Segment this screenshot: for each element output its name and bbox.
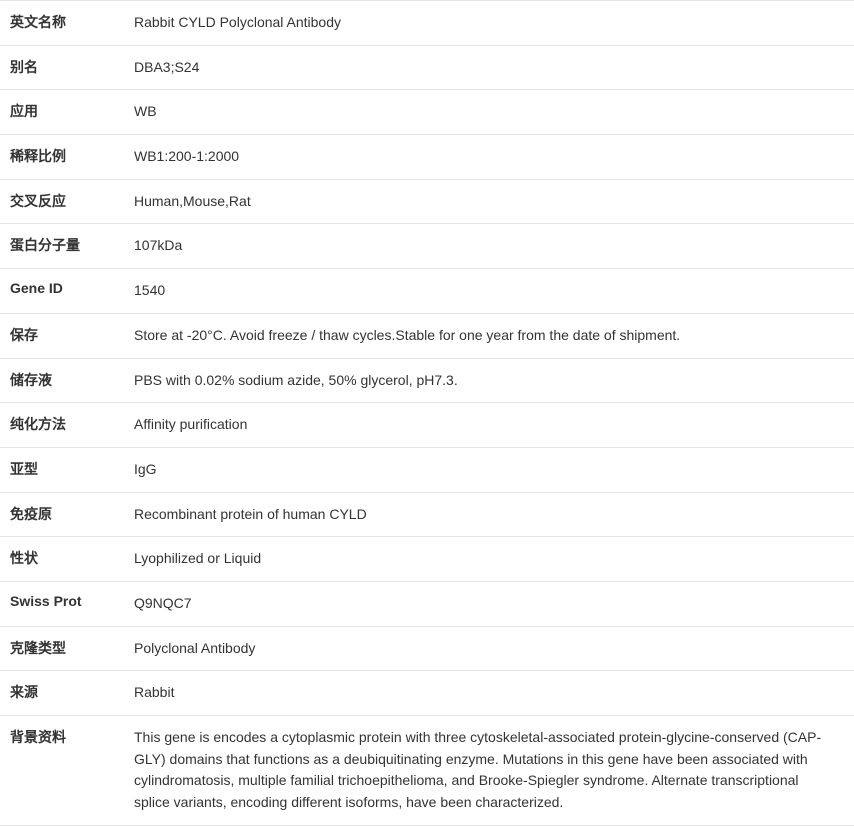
row-label: Gene ID	[0, 269, 124, 314]
table-row: 应用 WB	[0, 90, 854, 135]
row-label: 免疫原	[0, 492, 124, 537]
row-label: 纯化方法	[0, 403, 124, 448]
table-row: 亚型 IgG	[0, 447, 854, 492]
row-label: 稀释比例	[0, 135, 124, 180]
table-row: 背景资料 This gene is encodes a cytoplasmic …	[0, 716, 854, 826]
row-value: DBA3;S24	[124, 45, 854, 90]
row-value: WB	[124, 90, 854, 135]
table-row: 来源 Rabbit	[0, 671, 854, 716]
row-value: Human,Mouse,Rat	[124, 179, 854, 224]
row-value: Rabbit	[124, 671, 854, 716]
row-value: Rabbit CYLD Polyclonal Antibody	[124, 1, 854, 46]
row-label: 来源	[0, 671, 124, 716]
row-label: 亚型	[0, 447, 124, 492]
product-spec-table: 英文名称 Rabbit CYLD Polyclonal Antibody 别名 …	[0, 0, 854, 826]
row-value: WB1:200-1:2000	[124, 135, 854, 180]
row-label: 英文名称	[0, 1, 124, 46]
row-value: 1540	[124, 269, 854, 314]
table-row: 稀释比例 WB1:200-1:2000	[0, 135, 854, 180]
table-row: Swiss Prot Q9NQC7	[0, 581, 854, 626]
table-row: 英文名称 Rabbit CYLD Polyclonal Antibody	[0, 1, 854, 46]
row-label: 性状	[0, 537, 124, 582]
row-label: Swiss Prot	[0, 581, 124, 626]
row-label: 别名	[0, 45, 124, 90]
row-label: 克隆类型	[0, 626, 124, 671]
row-value: 107kDa	[124, 224, 854, 269]
row-value: Q9NQC7	[124, 581, 854, 626]
row-label: 交叉反应	[0, 179, 124, 224]
table-row: 纯化方法 Affinity purification	[0, 403, 854, 448]
row-value: PBS with 0.02% sodium azide, 50% glycero…	[124, 358, 854, 403]
table-row: 保存 Store at -20°C. Avoid freeze / thaw c…	[0, 313, 854, 358]
table-row: 性状 Lyophilized or Liquid	[0, 537, 854, 582]
table-row: 蛋白分子量 107kDa	[0, 224, 854, 269]
table-row: 储存液 PBS with 0.02% sodium azide, 50% gly…	[0, 358, 854, 403]
row-value: Store at -20°C. Avoid freeze / thaw cycl…	[124, 313, 854, 358]
row-value: IgG	[124, 447, 854, 492]
row-value: Affinity purification	[124, 403, 854, 448]
spec-table-body: 英文名称 Rabbit CYLD Polyclonal Antibody 别名 …	[0, 1, 854, 826]
row-label: 背景资料	[0, 716, 124, 826]
table-row: 别名 DBA3;S24	[0, 45, 854, 90]
row-value: Recombinant protein of human CYLD	[124, 492, 854, 537]
row-value: This gene is encodes a cytoplasmic prote…	[124, 716, 854, 826]
table-row: 交叉反应 Human,Mouse,Rat	[0, 179, 854, 224]
row-label: 保存	[0, 313, 124, 358]
row-label: 蛋白分子量	[0, 224, 124, 269]
row-label: 应用	[0, 90, 124, 135]
table-row: Gene ID 1540	[0, 269, 854, 314]
table-row: 免疫原 Recombinant protein of human CYLD	[0, 492, 854, 537]
table-row: 克隆类型 Polyclonal Antibody	[0, 626, 854, 671]
row-value: Polyclonal Antibody	[124, 626, 854, 671]
row-value: Lyophilized or Liquid	[124, 537, 854, 582]
row-label: 储存液	[0, 358, 124, 403]
